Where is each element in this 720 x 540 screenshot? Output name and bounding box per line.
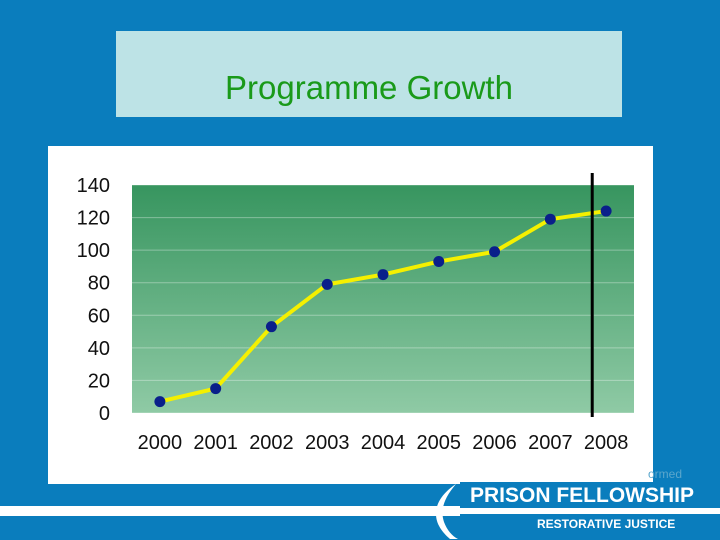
footer-divider — [0, 506, 720, 516]
x-tick-label: 2000 — [138, 432, 183, 454]
data-point — [377, 269, 389, 281]
swoosh-icon — [436, 484, 458, 539]
y-tick-label: 120 — [77, 208, 110, 230]
x-axis: 2000 2001 2002 2003 2004 2005 2006 2007 2008 — [138, 432, 629, 454]
data-point — [489, 246, 501, 258]
x-tick-label: 2008 — [584, 432, 629, 454]
y-tick-label: 40 — [88, 338, 110, 360]
x-tick-label: 2006 — [472, 432, 517, 454]
series — [154, 205, 612, 408]
footer-band — [0, 482, 720, 540]
data-point — [600, 205, 612, 217]
footer-bar-bottom — [460, 514, 720, 540]
org-tagline: RESTORATIVE JUSTICE — [537, 517, 676, 531]
data-point — [544, 213, 556, 225]
data-point — [154, 396, 166, 408]
y-tick-label: 20 — [88, 370, 110, 392]
slide-title: Programme Growth — [225, 69, 513, 106]
title-box: Programme Growth — [116, 31, 622, 117]
data-point — [210, 383, 222, 395]
org-name: PRISON FELLOWSHIP — [470, 484, 695, 507]
y-tick-label: 80 — [88, 273, 110, 295]
x-tick-label: 2003 — [305, 432, 350, 454]
x-tick-label: 2002 — [249, 432, 294, 454]
y-tick-label: 140 — [77, 175, 110, 197]
y-tick-label: 100 — [77, 240, 110, 262]
faded-text: ormed — [648, 467, 683, 481]
y-tick-label: 60 — [88, 305, 110, 327]
y-axis: 0 20 40 60 80 100 120 140 — [77, 175, 110, 425]
x-tick-label: 2007 — [528, 432, 573, 454]
x-tick-label: 2005 — [417, 432, 462, 454]
x-tick-label: 2001 — [193, 432, 238, 454]
y-tick-label: 0 — [99, 403, 110, 425]
data-point — [433, 256, 445, 268]
chart-panel: 0 20 40 60 80 100 120 140 2000 2001 2002 2003 2004 2… — [48, 146, 653, 484]
data-point — [321, 278, 333, 290]
data-point — [265, 321, 277, 333]
x-tick-label: 2004 — [361, 432, 406, 454]
footer-bar-top — [460, 482, 720, 508]
